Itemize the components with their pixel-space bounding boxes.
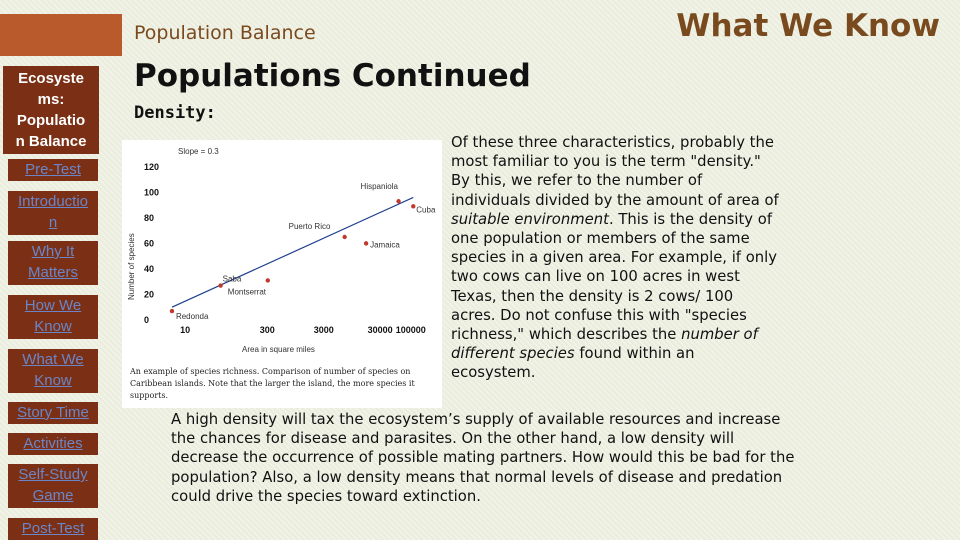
data-point [218,283,223,288]
page-subtitle: Density: [134,103,216,123]
corner-title: What We Know [676,8,940,44]
nav-story-time-button[interactable]: Story Time [8,402,98,424]
nav-post-test-button[interactable]: Post-Test [8,518,98,540]
sidebar-title-line: Populatio [16,112,86,129]
section-banner [0,14,122,56]
paragraph-text: found within an ecosystem. [451,345,695,382]
nav-what-we-know-button[interactable]: What We Know [8,349,98,393]
nav-label: Pre-Test [25,161,81,178]
data-point-label: Puerto Rico [289,222,331,231]
figure-caption: An example of species richness. Comparis… [130,367,415,400]
nav-label: Matters [27,264,78,281]
nav-activities-button[interactable]: Activities [8,433,98,455]
data-point-label: Montserrat [228,287,267,296]
nav-label: Post-Test [21,520,85,537]
density-paragraph: Of these three characteristics, probably… [451,133,781,383]
sidebar-title: Ecosyste ms: Populatio n Balance [3,66,99,154]
data-point-label: Redonda [176,312,209,321]
data-point [363,241,369,246]
data-point-label: Jamaica [370,240,400,249]
nav-introduction-button[interactable]: Introductio n [8,191,98,235]
emphasis-text: number of different species [451,326,758,363]
nav-label: Story Time [17,404,89,421]
emphasis-text: suitable environment [451,210,609,228]
data-point [411,204,416,209]
y-tick-label: 100 [144,187,159,197]
sidebar-nav: Ecosyste ms: Populatio n Balance Pre-Tes… [0,62,105,540]
x-tick-label: 3000 [314,325,334,335]
x-tick-label: 30000 [368,325,393,335]
paragraph-text: . This is the density of one population … [451,210,778,344]
species-area-figure: Slope = 0.3 0 20 40 60 80 100 120 10 300 3000 30000… [122,140,442,408]
sidebar-title-line: n Balance [15,133,87,150]
nav-why-it-matters-button[interactable]: Why It Matters [8,241,98,285]
nav-label: Introductio [17,193,89,210]
y-tick-label: 60 [144,238,154,248]
nav-label: What We [22,351,84,368]
x-tick-label: 300 [260,325,275,335]
data-point [169,308,175,314]
data-point-label: Hispaniola [361,182,399,191]
nav-label: n [48,214,58,231]
section-title: Population Balance [134,22,316,44]
y-tick-label: 20 [144,289,154,299]
y-tick-label: 80 [144,213,154,223]
data-point [396,199,401,204]
x-tick-label: 10 [180,325,190,335]
chart-title: Slope = 0.3 [178,147,219,156]
x-axis-label: Area in square miles [242,345,315,354]
y-axis-label: Number of species [127,233,136,300]
species-area-chart: Slope = 0.3 0 20 40 60 80 100 120 10 300 3000 30000… [127,147,436,354]
page-title: Populations Continued [134,58,531,94]
section-banner-arrow [104,14,122,56]
sidebar-title-line: Ecosyste [18,70,84,87]
nav-label: Know [34,318,72,335]
data-point-label: Cuba [416,205,436,214]
density-effects-paragraph: A high density will tax the ecosystem’s … [171,411,795,505]
paragraph-text: Of these three characteristics, probably… [451,134,779,209]
data-point [342,234,347,240]
x-tick-label: 100000 [396,325,426,335]
nav-pre-test-button[interactable]: Pre-Test [8,159,98,181]
data-point [265,278,270,283]
nav-label: Why It [31,243,75,260]
y-tick-label: 120 [144,162,159,172]
nav-label: Game [32,487,74,504]
y-tick-label: 40 [144,264,154,274]
nav-label: How We [24,297,82,314]
y-tick-label: 0 [144,315,149,325]
nav-how-we-know-button[interactable]: How We Know [8,295,98,339]
nav-self-study-game-button[interactable]: Self-Study Game [8,464,98,508]
regression-line [171,196,414,308]
nav-label: Activities [23,435,83,452]
nav-label: Self-Study [18,466,88,483]
nav-label: Know [34,372,72,389]
sidebar-title-line: ms: [37,91,65,108]
data-point-label: Saba [223,275,242,284]
